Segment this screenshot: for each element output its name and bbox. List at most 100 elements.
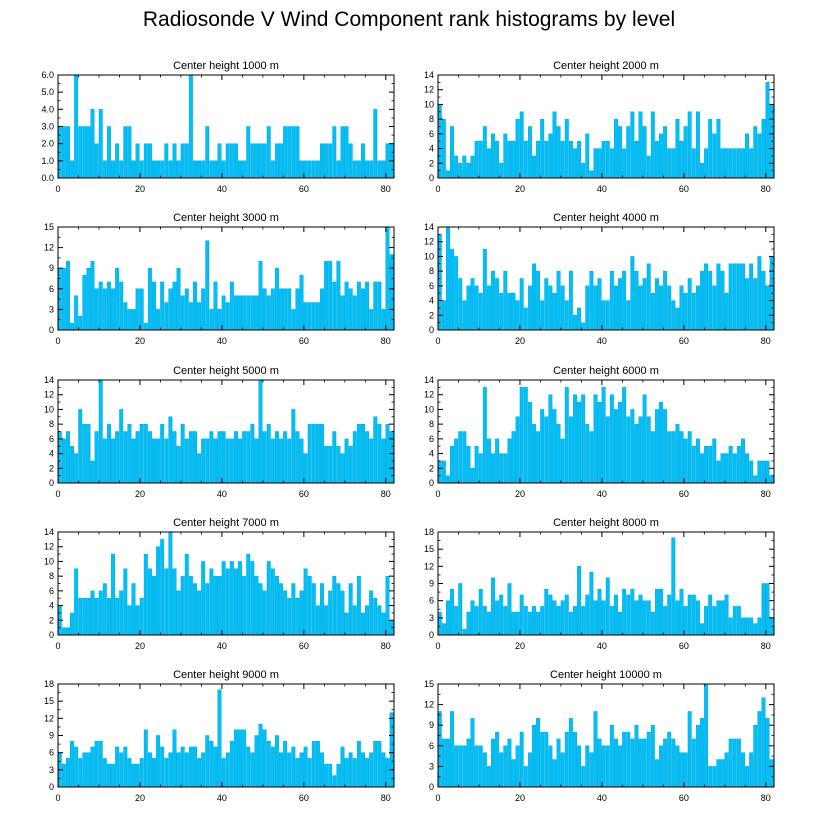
histogram-bar <box>377 423 382 484</box>
y-tick-label: 9 <box>49 263 54 273</box>
histogram-bar <box>749 460 754 484</box>
histogram-bar <box>172 143 177 179</box>
histogram-bar <box>691 446 696 484</box>
histogram-bar <box>98 379 103 484</box>
histogram-bar <box>466 738 471 788</box>
y-tick-label: 2 <box>429 310 434 320</box>
histogram-bar <box>295 288 300 331</box>
histogram-bar <box>242 295 247 331</box>
x-tick-label: 80 <box>381 336 391 346</box>
x-tick-label: 0 <box>435 184 440 194</box>
histogram-bar <box>201 288 206 331</box>
histogram-bar <box>564 731 569 788</box>
histogram-bar <box>749 752 754 788</box>
histogram-bar <box>373 741 378 788</box>
histogram-bar <box>299 438 304 484</box>
histogram-bar <box>365 431 370 484</box>
histogram-bar <box>511 759 516 788</box>
histogram-bar <box>761 460 766 484</box>
histogram-bar <box>143 143 148 179</box>
histogram-bar <box>671 300 676 331</box>
histogram-bar <box>515 118 520 179</box>
histogram-bar <box>111 288 115 331</box>
histogram-bar <box>732 606 737 636</box>
histogram-bar <box>753 623 758 636</box>
histogram-bar <box>242 431 247 484</box>
histogram-bar <box>536 431 541 484</box>
histogram-bar <box>601 745 606 788</box>
histogram-bar <box>712 606 717 636</box>
histogram-bar <box>691 594 696 636</box>
histogram-bar <box>761 583 766 636</box>
histogram-bar <box>180 746 185 788</box>
histogram-bar <box>328 446 333 484</box>
histogram-bar <box>454 438 459 484</box>
histogram-bar <box>458 745 463 788</box>
histogram-bar <box>324 605 329 636</box>
histogram-bar <box>544 278 549 331</box>
x-tick-label: 40 <box>217 793 227 803</box>
histogram-bar <box>605 300 610 331</box>
histogram-bar <box>266 126 271 179</box>
y-tick-label: 14 <box>424 222 434 232</box>
histogram-bar <box>381 160 386 179</box>
histogram-bar <box>695 111 700 179</box>
histogram-bar <box>728 263 733 331</box>
histogram-bar <box>94 598 99 636</box>
histogram-bar <box>507 583 512 636</box>
x-tick-label: 20 <box>135 336 145 346</box>
histogram-bar <box>115 143 120 179</box>
histogram-bar <box>82 126 87 179</box>
histogram-bar <box>564 300 569 331</box>
histogram-bar <box>65 431 70 484</box>
histogram-bar <box>193 746 197 788</box>
histogram-bar <box>221 295 226 331</box>
histogram-bar <box>753 475 758 484</box>
histogram-bar <box>344 281 349 331</box>
histogram-bar <box>540 731 545 788</box>
histogram-bar <box>679 431 684 484</box>
histogram-bar <box>540 606 545 636</box>
histogram-bar <box>254 143 259 179</box>
histogram-bar <box>503 745 508 788</box>
histogram-bar <box>315 302 320 331</box>
histogram-bar <box>361 752 365 788</box>
y-tick-label: 3.0 <box>41 122 54 132</box>
histogram-bar <box>626 126 631 179</box>
histogram-bar <box>683 293 688 331</box>
y-tick-label: 8 <box>429 114 434 124</box>
histogram-bar <box>324 143 329 179</box>
histogram-bar <box>548 285 553 331</box>
x-tick-label: 0 <box>55 641 60 651</box>
histogram-bar <box>266 561 271 636</box>
histogram-bar <box>458 278 463 331</box>
histogram-bar <box>540 118 545 179</box>
histogram-bar <box>724 752 729 788</box>
histogram-bar <box>609 606 614 636</box>
histogram-bar <box>279 752 283 788</box>
x-tick-label: 40 <box>217 641 227 651</box>
x-tick-label: 0 <box>55 489 60 499</box>
histogram-bar <box>373 109 378 179</box>
histogram-bar <box>642 738 647 788</box>
histogram-bar <box>299 752 304 788</box>
histogram-bar <box>65 758 70 788</box>
histogram-bar <box>720 270 725 331</box>
histogram-bar <box>638 594 643 636</box>
histogram-bar <box>106 281 111 331</box>
histogram-bar <box>283 741 288 788</box>
histogram-bar <box>274 735 279 788</box>
y-tick-label: 6 <box>429 129 434 139</box>
histogram-bar <box>90 746 95 788</box>
histogram-bar <box>164 302 169 331</box>
histogram-bar <box>712 133 717 179</box>
histogram-bar <box>560 141 565 179</box>
histogram-bar <box>74 568 79 636</box>
histogram-bar <box>213 438 218 484</box>
histogram-bar <box>143 553 148 636</box>
histogram-bar <box>365 281 370 331</box>
y-tick-label: 10 <box>424 251 434 261</box>
histogram-bar <box>659 133 663 179</box>
histogram-bar <box>377 160 382 179</box>
histogram-bar <box>164 438 169 484</box>
